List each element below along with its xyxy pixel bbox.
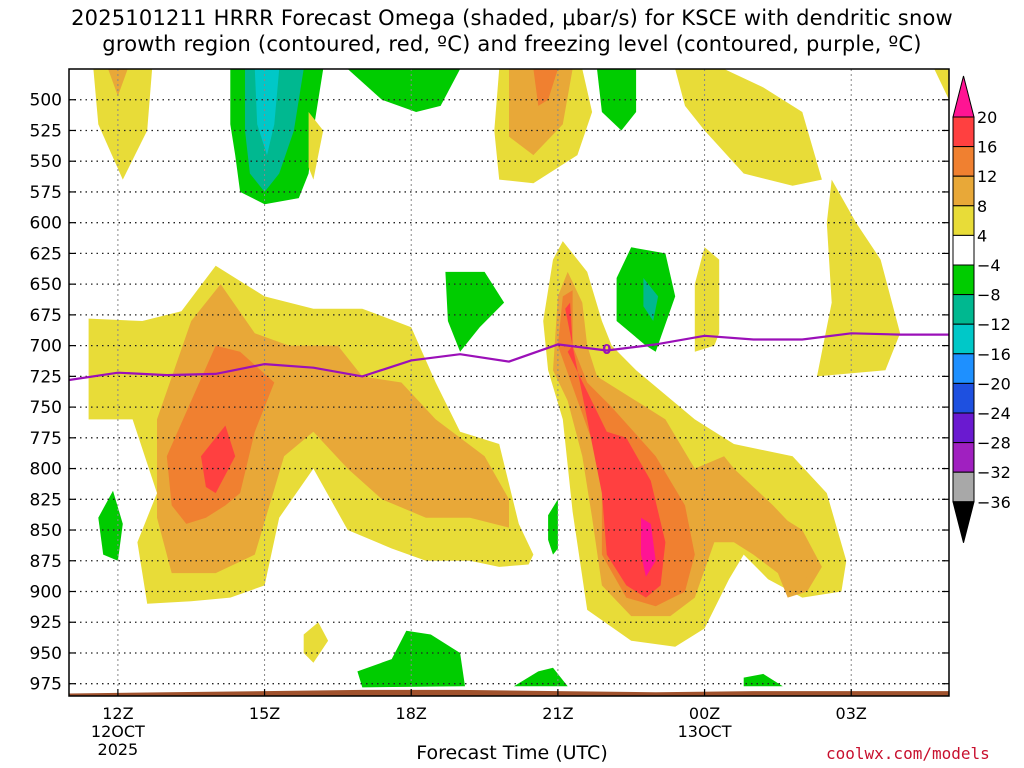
colorbar-label: −32 (977, 463, 1011, 482)
colorbar-label: −8 (977, 286, 1001, 305)
omega-region-red-big-left (201, 425, 236, 494)
omega-region-green-small-21z (548, 499, 558, 555)
colorbar-label: 20 (977, 108, 997, 127)
y-tick-label: 775 (30, 429, 62, 449)
plot-frame (68, 68, 950, 697)
x-tick-label: 21Z (542, 704, 573, 723)
y-tick-label: 575 (30, 183, 62, 203)
colorbar-bottom-arrow (952, 501, 975, 543)
colorbar-segment (952, 146, 975, 177)
y-tick-label: 700 (30, 337, 62, 357)
freezing-level-line (69, 332, 949, 382)
colorbar-segment (952, 412, 975, 444)
y-tick-label: 650 (30, 275, 62, 295)
omega-region-green-top-2 (347, 69, 461, 112)
colorbar: 20 16 12 8 4 −4 −8 −12 −16 −20 −24 −28 −32 −36 (952, 75, 1011, 543)
y-tick-label: 550 (30, 152, 62, 172)
colorbar-segment (952, 205, 975, 236)
omega-region-green-left-bottom (98, 490, 123, 561)
y-tick-label: 800 (30, 460, 62, 480)
x-axis-label: Forecast Time (UTC) (416, 742, 608, 764)
colorbar-segment (952, 116, 975, 148)
omega-region-green-bottom-2 (513, 667, 568, 687)
colorbar-segment (952, 175, 975, 207)
omega-region-yellow-right-column (817, 179, 901, 377)
colorbar-segment (952, 323, 975, 355)
y-tick-label: 825 (30, 490, 62, 510)
colorbar-label: −24 (977, 404, 1011, 423)
colorbar-segment (952, 234, 975, 266)
colorbar-segment (952, 264, 975, 296)
omega-region-gold-top-mid (509, 69, 573, 156)
omega-region-yellow-small-bottom (303, 622, 329, 663)
x-tick-label: 12OCT (91, 722, 145, 741)
colorbar-label: −36 (977, 493, 1011, 512)
y-tick-label: 900 (30, 583, 62, 603)
y-tick-label: 750 (30, 398, 62, 418)
freezing-level-label: 0 (602, 343, 611, 358)
colorbar-label: −12 (977, 315, 1011, 334)
colorbar-segment (952, 471, 975, 503)
chart-title-line-2: growth region (contoured, red, ºC) and f… (102, 32, 922, 56)
omega-region-red-big-right (565, 302, 666, 598)
colorbar-segment (952, 353, 975, 384)
y-tick-label: 525 (30, 121, 62, 141)
omega-region-green-mid-1 (445, 271, 505, 352)
colorbar-label: −16 (977, 345, 1011, 364)
colorbar-segment (952, 294, 975, 325)
omega-region-yellow-top-right (675, 69, 822, 186)
terrain-surface (69, 689, 949, 696)
colorbar-label: −20 (977, 374, 1011, 393)
y-tick-label: 925 (30, 613, 62, 633)
colorbar-label: 4 (977, 226, 987, 245)
colorbar-label: −4 (977, 256, 1001, 275)
x-tick-label: 2025 (98, 740, 139, 759)
omega-region-green-top-3 (597, 69, 637, 131)
omega-region-gold-top-left (108, 69, 128, 96)
y-tick-label: 725 (30, 367, 62, 387)
omega-region-yellow-corner (934, 69, 949, 100)
chart-title-line-1: 2025101211 HRRR Forecast Omega (shaded, … (71, 6, 953, 30)
x-tick-label: 13OCT (678, 722, 732, 741)
y-tick-label: 675 (30, 306, 62, 326)
omega-region-yellow-top-left (93, 69, 153, 180)
omega-region-yellow-right-mid (694, 247, 720, 352)
x-tick-label: 03Z (836, 704, 867, 723)
colorbar-top-arrow (952, 75, 975, 118)
y-tick-label: 600 (30, 214, 62, 234)
colorbar-label: 16 (977, 138, 997, 157)
colorbar-segment (952, 442, 975, 473)
y-tick-label: 850 (30, 521, 62, 541)
plot-area: 0 (69, 69, 949, 696)
source-credit[interactable]: coolwx.com/models (826, 744, 990, 763)
omega-region-teal-mid-2 (643, 278, 659, 321)
omega-region-orange-top-mid (533, 69, 558, 106)
y-tick-label: 875 (30, 552, 62, 572)
omega-region-gold-right-lobe (733, 468, 813, 586)
x-tick-label: 00Z (689, 704, 720, 723)
y-tick-label: 500 (30, 91, 62, 111)
y-tick-label: 975 (30, 675, 62, 695)
colorbar-label: 12 (977, 167, 997, 186)
y-tick-label: 625 (30, 244, 62, 264)
omega-region-yellow-top-2 (308, 112, 324, 180)
colorbar-label: 8 (977, 197, 987, 216)
omega-region-cyan-top-1 (254, 69, 280, 156)
colorbar-segment (952, 382, 975, 414)
x-tick-label: 12Z (102, 704, 133, 723)
colorbar-label: −28 (977, 434, 1011, 453)
x-tick-label: 15Z (249, 704, 280, 723)
omega-region-magenta-core (641, 517, 656, 577)
x-tick-label: 18Z (396, 704, 427, 723)
y-tick-label: 950 (30, 644, 62, 664)
